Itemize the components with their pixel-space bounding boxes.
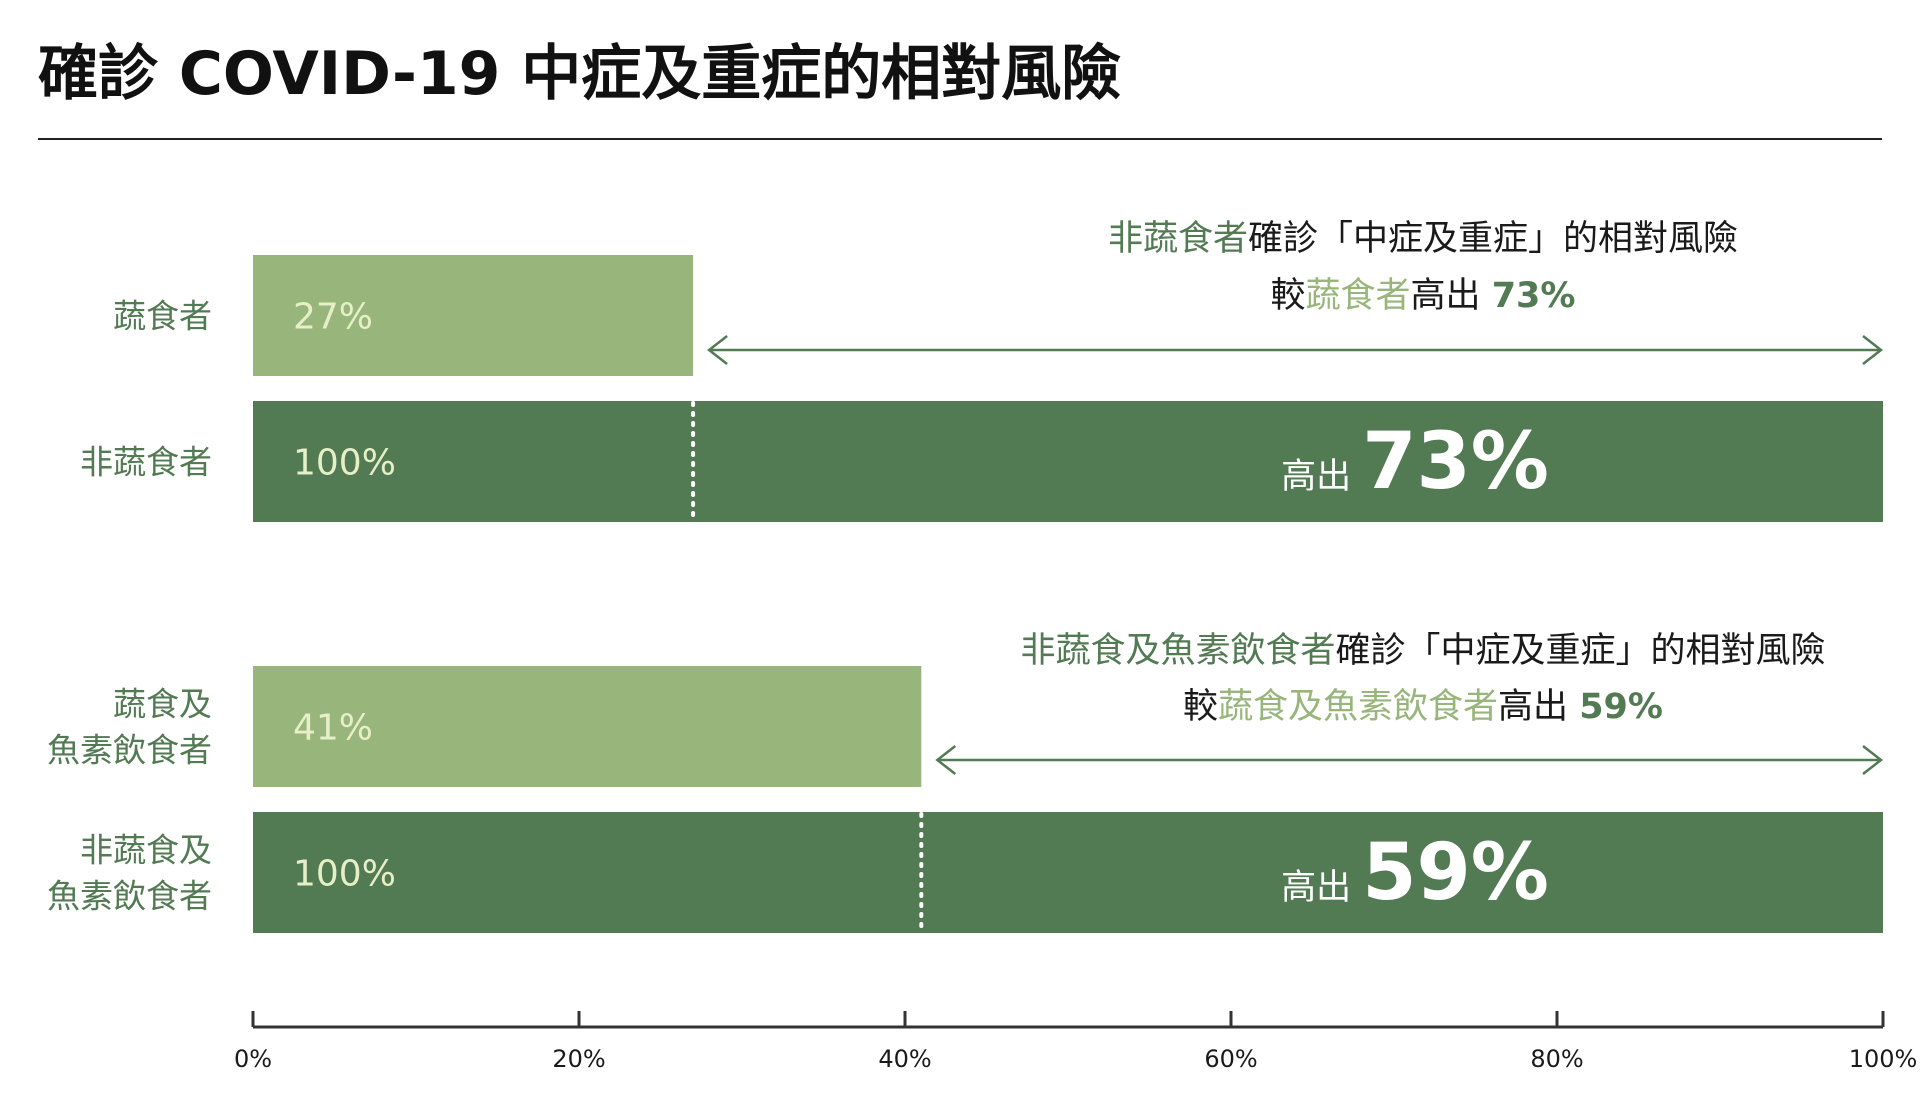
annotation-line-1-run-0: 非蔬食及魚素飲食者 (1020, 631, 1335, 671)
highlight-prefix: 高出 (1281, 457, 1362, 497)
annotation-line-1-run-0: 非蔬食者 (1108, 219, 1248, 259)
category-label: 蔬食及 (113, 685, 212, 724)
arrow-head-left-icon (935, 745, 957, 775)
x-tick-label: 80% (1530, 1045, 1583, 1073)
category-label: 非蔬食者 (80, 443, 212, 482)
annotation-line-2-run-3: 73% (1492, 276, 1576, 316)
x-tick-label: 60% (1204, 1045, 1257, 1073)
annotation-line-2-run-0: 較 (1271, 276, 1306, 316)
arrow-head-right-icon (1862, 745, 1884, 775)
category-label: 魚素飲食者 (47, 731, 212, 770)
category-label: 魚素飲食者 (47, 877, 212, 916)
arrow-head-left-icon (707, 335, 728, 365)
x-tick-label: 100% (1849, 1045, 1918, 1073)
annotation-line-1: 非蔬食及魚素飲食者確診「中症及重症」的相對風險 (1020, 631, 1825, 671)
annotation-line-2: 較蔬食者高出 73% (1271, 276, 1576, 316)
chart-title: 確診 COVID-19 中症及重症的相對風險 (38, 39, 1121, 109)
bar-light-1 (253, 255, 694, 376)
bar-light-2 (253, 666, 922, 787)
annotation-line-2-run-1: 蔬食及魚素飲食者 (1218, 687, 1498, 727)
bar-dark-1 (253, 401, 1883, 522)
highlight-value: 73% (1362, 417, 1549, 507)
highlight-label: 高出 59% (1281, 828, 1549, 918)
annotation-line-2: 較蔬食及魚素飲食者高出 59% (1183, 687, 1663, 727)
annotation-line-2-run-1: 蔬食者 (1306, 276, 1411, 316)
annotation-line-2-run-0: 較 (1183, 687, 1218, 727)
annotation-line-2-run-2: 高出 (1411, 276, 1492, 316)
bar-value-label: 100% (293, 854, 396, 895)
bar-dark-2 (253, 812, 1883, 933)
x-tick-label: 0% (234, 1045, 272, 1073)
category-label: 蔬食者 (113, 297, 212, 336)
x-tick-label: 20% (552, 1045, 605, 1073)
annotation-line-1: 非蔬食者確診「中症及重症」的相對風險 (1108, 219, 1738, 259)
highlight-label: 高出 73% (1281, 417, 1549, 507)
bar-value-label: 41% (293, 708, 373, 749)
highlight-value: 59% (1362, 828, 1549, 918)
bar-value-label: 100% (293, 443, 396, 484)
annotation-line-2-run-2: 高出 (1498, 687, 1579, 727)
annotation-line-2-run-3: 59% (1579, 687, 1663, 727)
annotation-line-1-run-1: 確診「中症及重症」的相對風險 (1336, 631, 1826, 671)
highlight-prefix: 高出 (1281, 868, 1362, 908)
arrow-head-right-icon (1862, 335, 1884, 365)
category-label: 非蔬食及 (80, 831, 212, 870)
annotation-line-1-run-1: 確診「中症及重症」的相對風險 (1248, 219, 1738, 259)
x-tick-label: 40% (878, 1045, 931, 1073)
bar-value-label: 27% (293, 297, 373, 338)
